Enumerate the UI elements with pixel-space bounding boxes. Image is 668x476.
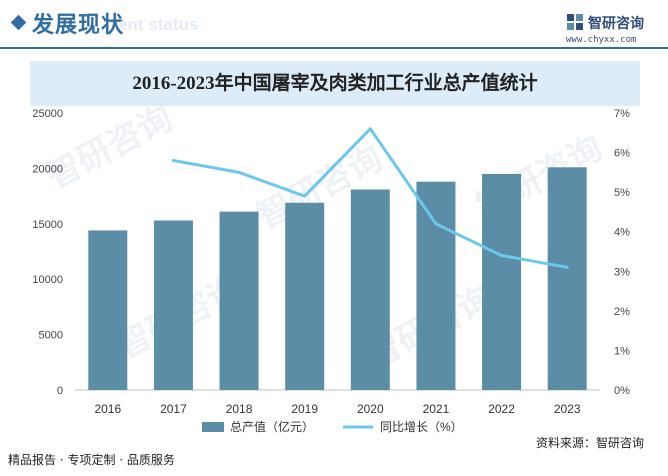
- y-left-tick-label: 10000: [32, 274, 63, 286]
- bar: [153, 220, 193, 390]
- bar: [350, 189, 390, 390]
- legend-line-label: 同比增长（%）: [380, 420, 463, 434]
- bar: [547, 167, 587, 390]
- chyxx-logo-icon: [567, 14, 583, 30]
- line-point: [303, 194, 307, 198]
- bar: [219, 211, 259, 390]
- chart-title-band: 2016-2023年中国屠宰及肉类加工行业总产值统计: [30, 61, 640, 106]
- bar: [285, 202, 325, 390]
- header: 发展现状 ent status 智研咨询 www.chyxx.com: [0, 0, 668, 48]
- x-tick-label: 2021: [423, 402, 450, 416]
- header-rule: [0, 47, 668, 49]
- line-point: [237, 170, 241, 174]
- x-tick-label: 2023: [554, 402, 581, 416]
- y-left-tick-label: 0: [57, 385, 63, 397]
- y-left-tick-label: 25000: [32, 108, 63, 120]
- x-tick-label: 2016: [94, 402, 121, 416]
- legend-bar-label: 总产值（亿元）: [230, 419, 314, 434]
- y-right-tick-label: 2%: [614, 306, 630, 318]
- y-left-tick-label: 20000: [32, 163, 63, 175]
- footer: 精品报告 · 专项定制 · 品质服务 资料来源：智研咨询: [0, 436, 668, 476]
- line-point: [368, 127, 372, 131]
- bar: [416, 181, 456, 390]
- brand-name: 智研咨询: [588, 16, 644, 32]
- source-note: 资料来源：智研咨询: [536, 436, 645, 450]
- line-point: [171, 158, 175, 162]
- y-left-tick-label: 15000: [32, 219, 63, 231]
- x-tick-label: 2019: [291, 402, 318, 416]
- chart-title: 2016-2023年中国屠宰及肉类加工行业总产值统计: [132, 73, 538, 94]
- line-point: [500, 253, 504, 257]
- section-title: 发展现状: [32, 13, 125, 38]
- x-tick-label: 2017: [160, 402, 187, 416]
- x-tick-label: 2018: [226, 402, 253, 416]
- line-point: [565, 265, 569, 269]
- line-point: [434, 222, 438, 226]
- y-right-tick-label: 5%: [614, 187, 630, 199]
- bar: [482, 173, 522, 390]
- footer-bar: [0, 442, 668, 476]
- brand-url[interactable]: www.chyxx.com: [566, 35, 637, 45]
- legend-bar-swatch: [202, 422, 224, 432]
- y-right-tick-label: 3%: [614, 266, 630, 278]
- section-subtitle: ent status: [118, 15, 199, 34]
- x-tick-label: 2022: [488, 402, 515, 416]
- y-right-tick-label: 0%: [614, 385, 630, 397]
- y-right-tick-label: 7%: [614, 108, 630, 120]
- y-right-tick-label: 6%: [614, 148, 630, 160]
- x-tick-label: 2020: [357, 402, 384, 416]
- y-right-tick-label: 4%: [614, 227, 630, 239]
- slogan: 精品报告 · 专项定制 · 品质服务: [8, 453, 175, 467]
- y-right-tick-label: 1%: [614, 345, 630, 357]
- y-left-tick-label: 5000: [39, 330, 63, 342]
- bar: [88, 230, 128, 390]
